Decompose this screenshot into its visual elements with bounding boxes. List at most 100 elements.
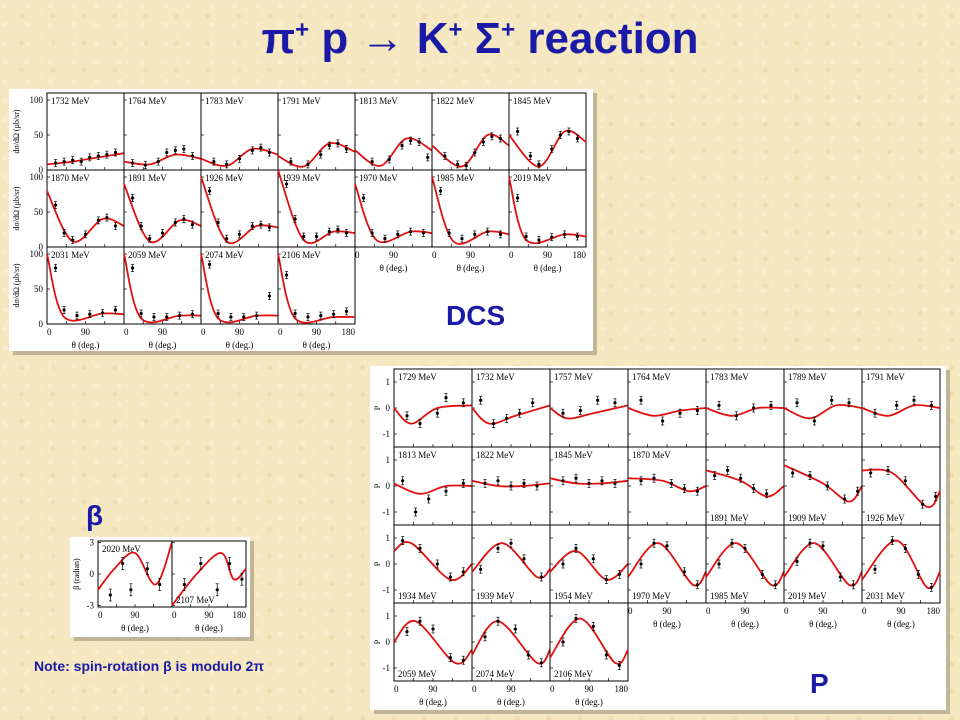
x-axis-label: θ (deg.) [809,619,837,629]
data-point [302,234,306,239]
energy-label: 1845 MeV [513,96,552,106]
data-point [212,160,216,164]
data-point [370,231,374,235]
p-chart-box: 1729 MeV 1 0 -1 1732 MeV 1757 MeV 1764 MeV 1783… [370,366,946,710]
energy-label: 1764 MeV [128,96,167,106]
panel-frame [783,368,863,448]
model-curve [861,468,941,508]
data-point [405,630,409,634]
chart-panel: 1764 MeV [123,92,202,171]
data-point [145,567,149,571]
data-point [158,582,162,587]
chart-panel: 1757 MeV [549,368,629,448]
data-point [108,593,112,597]
data-point [418,422,422,426]
data-point [267,294,272,298]
data-point [578,409,582,413]
chart-panel: 2106 MeV [277,246,356,325]
panel-frame [627,446,707,526]
data-point [105,153,109,157]
data-point [617,572,621,576]
data-point [921,502,925,506]
data-point [483,635,487,639]
panel-frame [861,446,941,526]
data-point [730,541,734,545]
data-point [752,406,756,410]
data-point [418,619,422,623]
data-point [53,161,58,165]
data-point [237,232,242,236]
data-point [400,143,404,148]
energy-label: 1783 MeV [710,372,749,382]
x-tick-label: 90 [819,606,829,616]
data-point [678,411,682,415]
data-point [575,136,580,141]
data-point [327,230,331,234]
data-point [652,476,656,480]
y-tick-label: 0 [39,242,44,252]
energy-label: 1732 MeV [476,372,515,382]
x-tick-label: 90 [663,606,673,616]
energy-label: 1791 MeV [282,96,321,106]
data-point [498,136,503,141]
data-point [461,570,465,574]
data-point [473,232,477,236]
energy-label: 2059 MeV [128,250,167,260]
data-point [237,157,242,161]
x-axis-label: θ (deg.) [303,340,331,350]
chart-panel: 2019 MeV [508,169,587,248]
data-point [267,225,272,229]
energy-label: 1764 MeV [632,372,671,382]
data-point [207,262,212,267]
data-point [259,146,263,150]
y-tick-label: 100 [30,249,44,259]
x-tick-label: 0 [47,327,52,337]
model-curve [549,404,629,420]
data-point [550,235,554,239]
y-tick-label: -3 [87,601,95,611]
data-point [143,163,147,167]
y-tick-label: 1 [386,455,391,465]
data-point [808,541,812,545]
data-point [498,232,503,236]
model-curve [471,620,551,665]
energy-label: 1939 MeV [476,591,515,601]
data-point [207,189,212,193]
data-point [873,411,877,415]
chart-panel: 2019 MeV [783,524,863,604]
data-point [505,416,509,420]
data-point [113,150,118,155]
model-curve [354,137,433,167]
data-point [574,476,578,480]
x-axis-label: θ (deg.) [195,623,223,633]
dcs-chart-box: 1732 MeV 0 50 100 1764 MeV 1783 MeV 1791 MeV 18… [9,89,593,351]
data-point [225,237,229,241]
x-tick-label: 0 [394,684,399,694]
energy-label: 1870 MeV [51,173,90,183]
data-point [387,157,391,162]
data-point [62,231,66,235]
data-point [639,562,643,566]
data-point [717,562,721,566]
chart-panel: 1870 MeV [46,169,125,248]
chart-panel: 2059 MeV [393,602,473,682]
data-point [284,182,289,186]
x-axis-label: θ (deg.) [457,263,485,273]
x-tick-label: 0 [98,610,103,620]
energy-label: 1970 MeV [359,173,398,183]
data-point [344,231,349,235]
data-point [409,139,413,143]
energy-label: 2106 MeV [282,250,321,260]
model-curve [171,552,247,607]
data-point [886,468,890,472]
x-tick-label: 0 [550,684,555,694]
data-point [496,546,500,550]
chart-panel: 1822 MeV [431,92,510,171]
data-point [479,398,483,402]
chart-panel: 1985 MeV [705,524,785,604]
data-point [332,312,336,316]
data-point [561,640,565,644]
y-tick-label: 50 [34,207,44,217]
data-point [526,653,530,657]
data-point [152,315,156,319]
